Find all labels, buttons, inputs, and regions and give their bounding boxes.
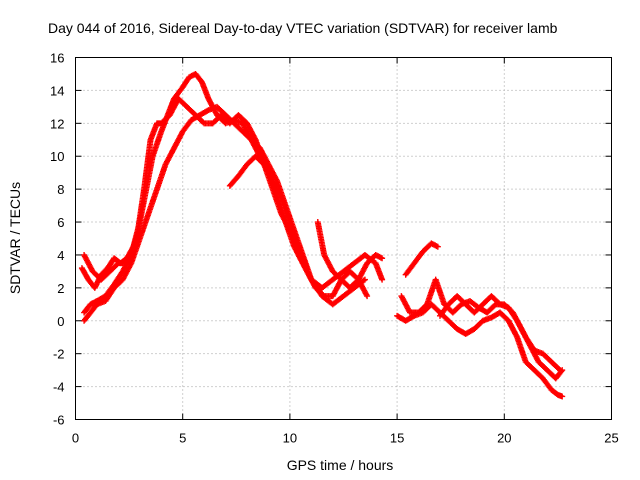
x-tick-label: 25	[604, 431, 618, 446]
x-tick-label: 10	[283, 431, 297, 446]
y-tick-label: 4	[57, 248, 64, 263]
data-point	[559, 393, 566, 400]
data-point	[379, 255, 386, 262]
y-tick-label: 12	[50, 116, 64, 131]
y-tick-label: 0	[57, 314, 64, 329]
x-axis-label: GPS time / hours	[287, 457, 394, 473]
y-tick-label: 14	[50, 83, 64, 98]
series-track-9	[436, 293, 564, 374]
data-point	[555, 366, 562, 373]
y-tick-label: -2	[53, 347, 65, 362]
series-track-5	[314, 219, 386, 291]
data-point	[434, 243, 441, 250]
x-tick-label: 0	[72, 431, 79, 446]
y-tick-label: 10	[50, 149, 64, 164]
chart-title: Day 044 of 2016, Sidereal Day-to-day VTE…	[48, 20, 558, 36]
plot-frame	[75, 57, 612, 420]
data-point	[304, 265, 311, 272]
data-point	[364, 293, 371, 300]
data-point	[379, 276, 386, 283]
y-tick-label: 2	[57, 281, 64, 296]
series-track-2	[81, 103, 386, 324]
x-tick-label: 15	[390, 431, 404, 446]
series-track-7	[398, 276, 566, 382]
data-point	[136, 227, 143, 234]
series-track-10	[78, 227, 143, 291]
y-tick-label: 16	[50, 51, 64, 66]
data-point	[557, 367, 564, 374]
series-track-4	[226, 153, 311, 272]
axis-ticks: 0 5 10 15 20 25 -6 -4 -2 0 2 4 6 8 10 12 14 16	[50, 51, 619, 446]
x-tick-label: 5	[179, 431, 186, 446]
y-tick-label: -4	[53, 380, 65, 395]
y-tick-label: 6	[57, 215, 64, 230]
x-tick-label: 20	[497, 431, 511, 446]
data-point	[361, 276, 368, 283]
y-tick-label: 8	[57, 182, 64, 197]
y-axis-label: SDTVAR / TECUs	[7, 182, 23, 294]
data-marks	[78, 70, 566, 400]
series-track-8	[402, 240, 441, 278]
y-tick-label: -6	[53, 413, 65, 428]
